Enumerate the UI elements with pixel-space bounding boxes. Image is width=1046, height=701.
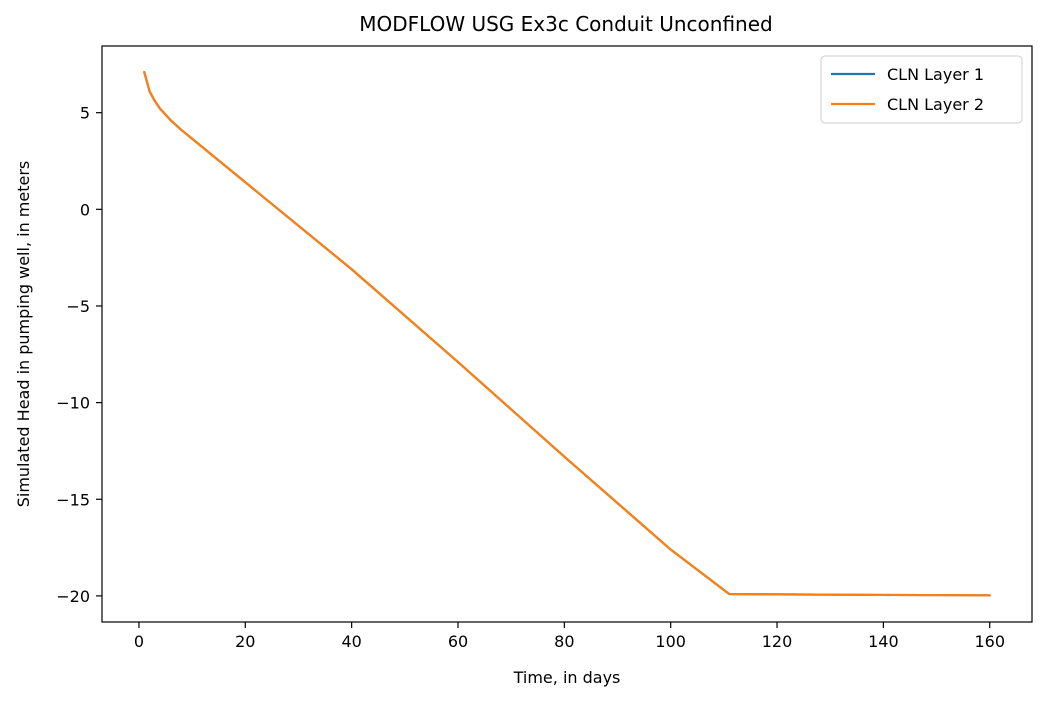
x-tick-label: 20: [235, 632, 255, 651]
x-tick-label: 60: [448, 632, 468, 651]
y-axis-label: Simulated Head in pumping well, in meter…: [14, 161, 33, 508]
legend: CLN Layer 1 CLN Layer 2: [820, 55, 1023, 124]
y-axis: −20 −15 −10 −5 0 5: [56, 104, 102, 606]
x-tick-label: 100: [655, 632, 686, 651]
x-tick-label: 160: [974, 632, 1005, 651]
x-axis-label: Time, in days: [513, 668, 621, 687]
y-tick-label: 5: [80, 104, 90, 123]
y-tick-label: 0: [80, 200, 90, 219]
y-tick-label: −5: [66, 297, 90, 316]
plot-frame: [101, 45, 1033, 623]
x-axis: 0 20 40 60 80 100 120 140 160: [134, 622, 1005, 651]
plot-lines: [143, 70, 991, 597]
y-tick-label: −10: [56, 394, 90, 413]
y-tick-label: −15: [56, 490, 90, 509]
chart-title: MODFLOW USG Ex3c Conduit Unconfined: [359, 12, 772, 36]
legend-box: [820, 55, 1023, 124]
series-line-cln-layer-2: [143, 70, 991, 597]
x-tick-label: 120: [762, 632, 793, 651]
x-tick-label: 80: [554, 632, 574, 651]
series-line-cln-layer-1: [143, 70, 991, 597]
x-tick-label: 40: [341, 632, 361, 651]
legend-label-cln-layer-1: CLN Layer 1: [887, 65, 984, 84]
x-tick-label: 140: [868, 632, 899, 651]
y-tick-label: −20: [56, 587, 90, 606]
x-tick-label: 0: [134, 632, 144, 651]
legend-label-cln-layer-2: CLN Layer 2: [887, 95, 984, 114]
